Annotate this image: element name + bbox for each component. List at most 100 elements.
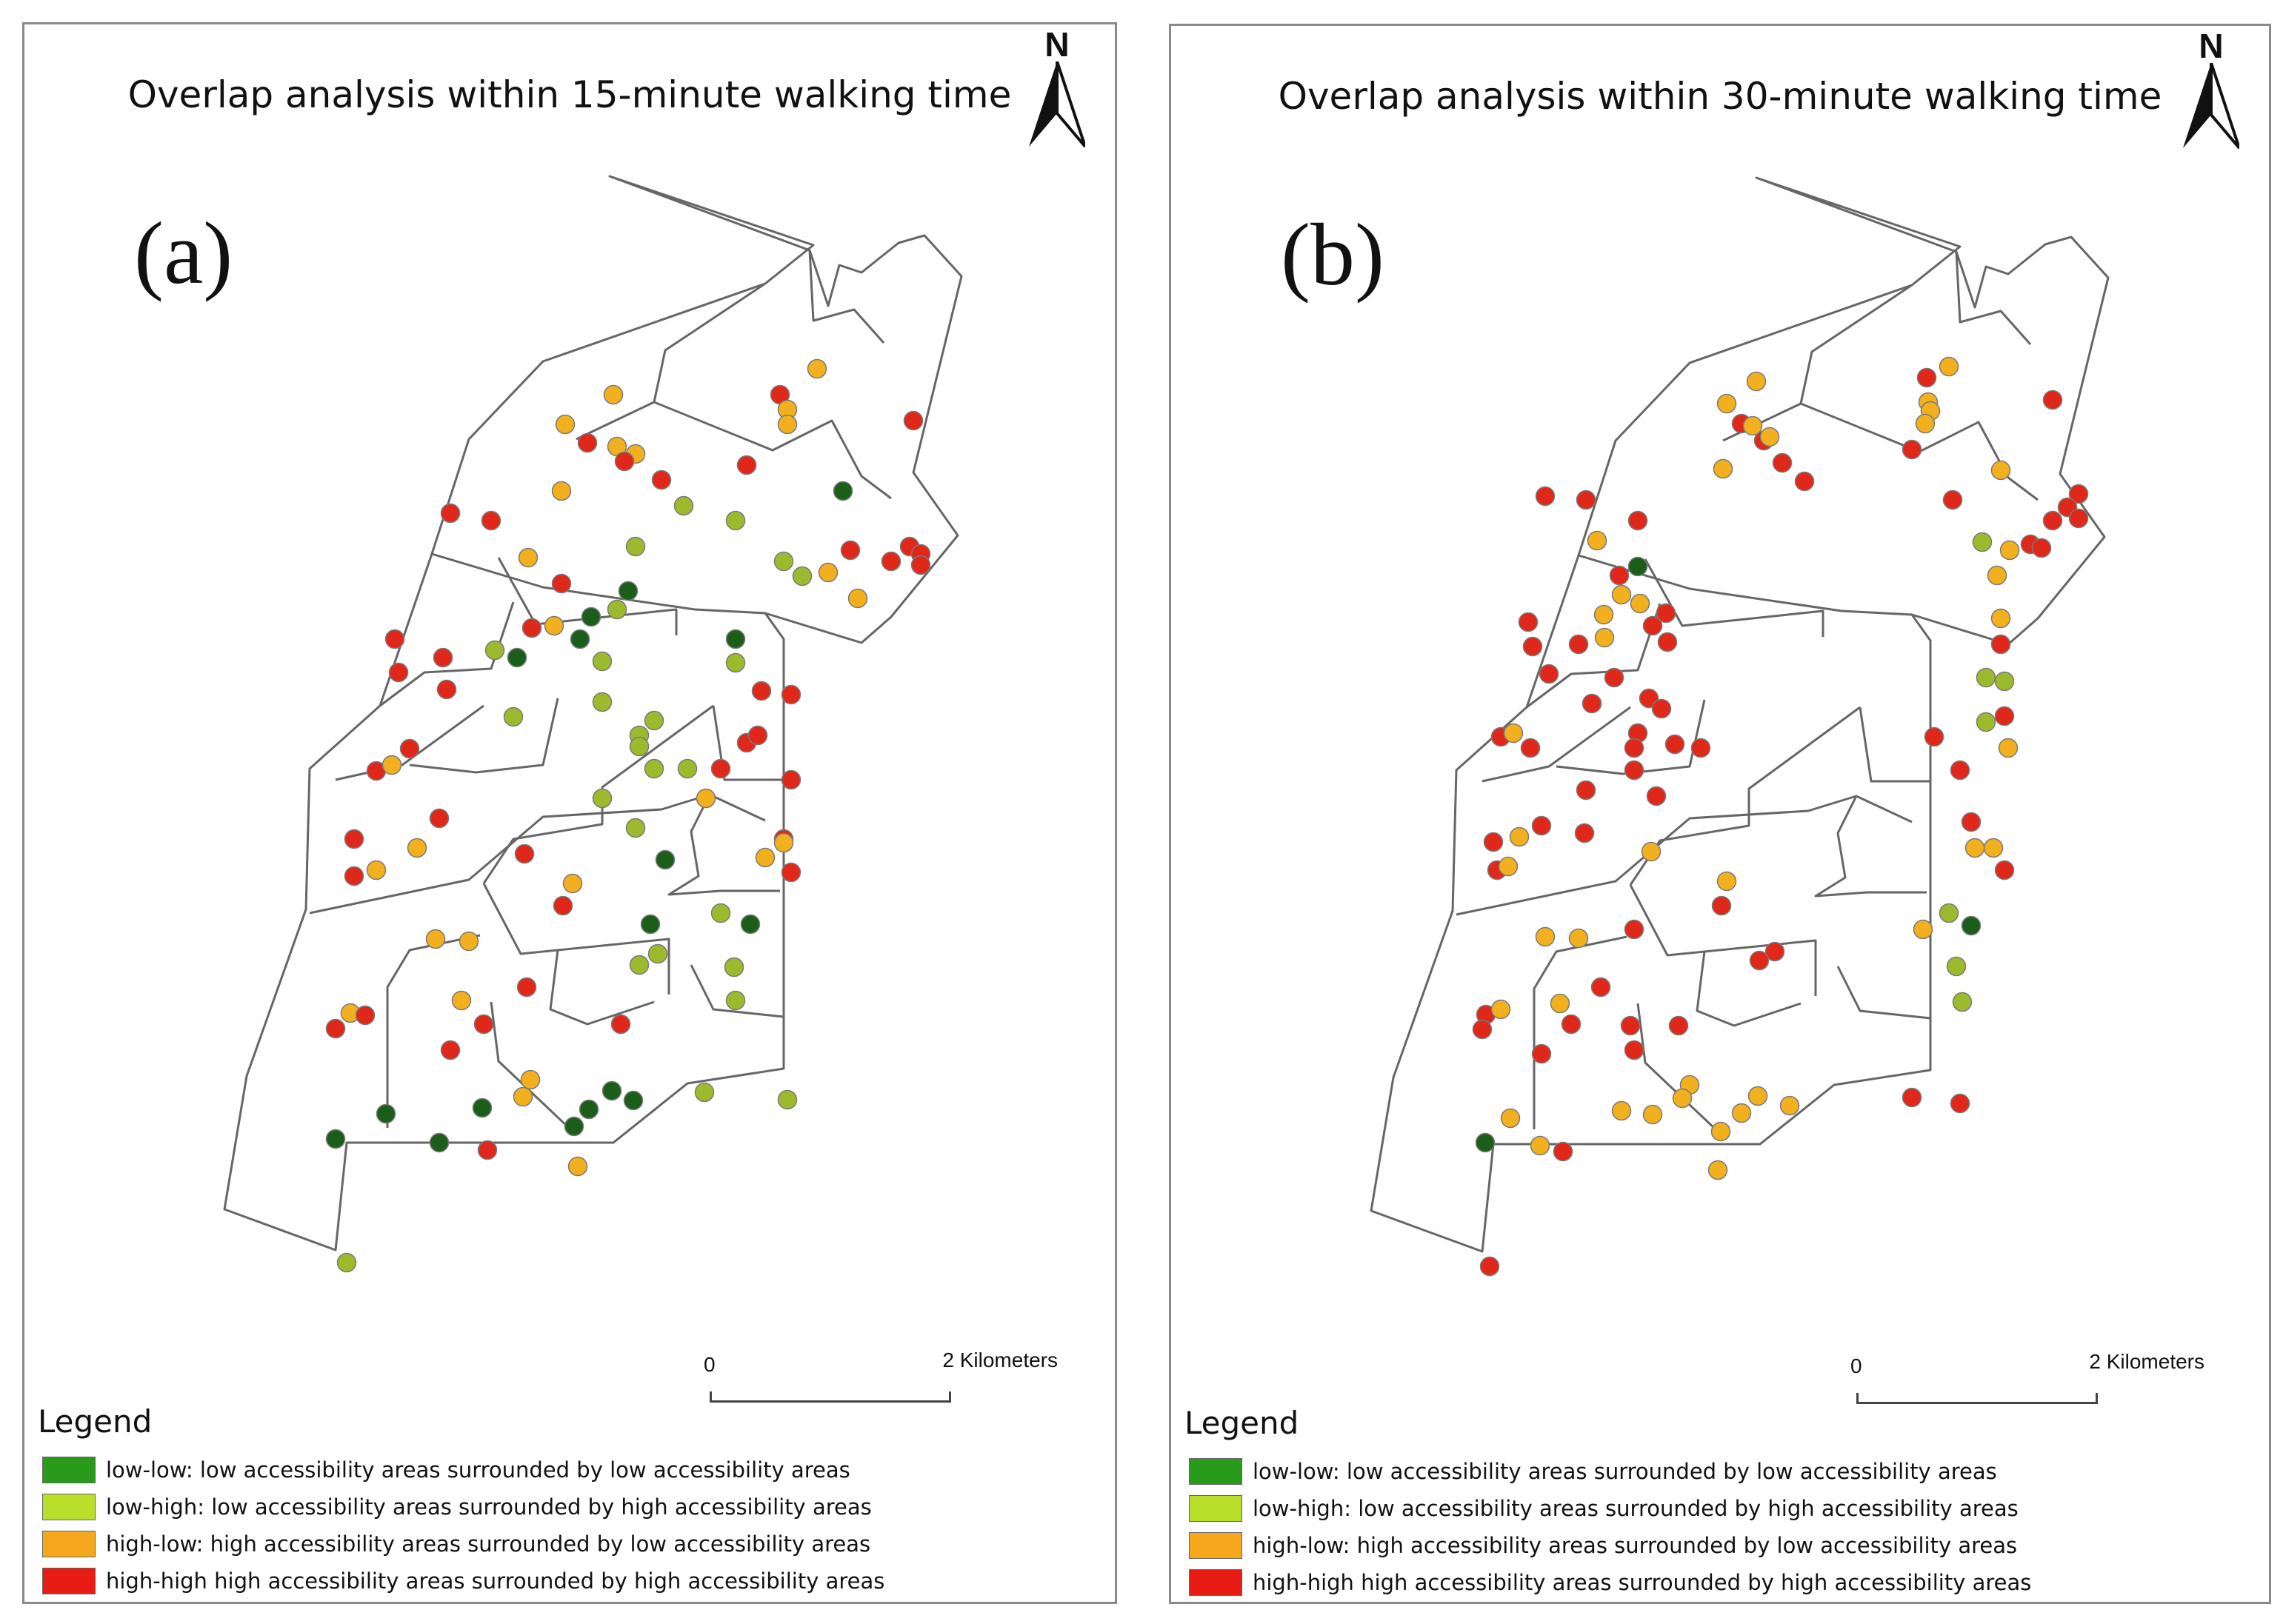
point-high-high (881, 551, 901, 572)
point-low-low (325, 1129, 346, 1149)
point-high-high (1950, 760, 1970, 781)
study-area-outline (223, 175, 963, 1252)
legend: Legend low-low: low accessibility areas … (38, 1403, 927, 1600)
point-high-high (1942, 489, 1963, 510)
legend-swatch (1189, 1495, 1242, 1522)
point-high-high (751, 681, 772, 701)
point-low-high (607, 599, 627, 620)
point-high-low (1611, 584, 1632, 605)
point-high-low (1990, 460, 2011, 481)
point-high-high (399, 738, 420, 759)
scale-zero-label: 0 (1850, 1354, 1862, 1377)
scale-distance-label: 2 Kilometers (2089, 1350, 2204, 1373)
legend-title: Legend (1184, 1405, 1299, 1441)
point-high-low (1641, 841, 1662, 862)
point-high-high (1764, 941, 1785, 962)
point-high-high (1902, 439, 1922, 460)
point-high-high (1553, 1141, 1573, 1162)
point-low-high (1952, 992, 1973, 1012)
district-boundary (1482, 706, 1631, 783)
point-high-high (1749, 950, 1770, 971)
point-high-low (1964, 838, 1985, 858)
point-high-high (1657, 632, 1678, 652)
point-high-low (513, 1086, 533, 1107)
point-low-high (773, 551, 794, 572)
district-boundary (576, 282, 766, 441)
point-high-low (1746, 371, 1767, 392)
point-low-high (725, 510, 746, 531)
point-high-low (562, 873, 583, 894)
district-boundary (667, 794, 780, 896)
point-high-high (1609, 565, 1630, 586)
point-low-high (592, 651, 613, 672)
district-boundary (1722, 284, 1913, 442)
point-high-low (1759, 427, 1780, 447)
point-high-high (910, 555, 931, 575)
point-low-low (1475, 1132, 1496, 1153)
point-high-high (781, 769, 801, 790)
point-low-high (644, 758, 664, 779)
point-high-high (1651, 698, 1672, 719)
point-high-high (2042, 390, 2063, 410)
point-high-low (520, 1069, 541, 1090)
north-arrow-icon (1029, 61, 1085, 148)
point-high-high (388, 662, 409, 683)
point-low-low (570, 629, 590, 649)
point-high-low (1672, 1088, 1693, 1109)
district-boundaries (223, 175, 963, 1252)
point-high-high (747, 725, 768, 746)
district-boundary (1556, 699, 1706, 775)
legend-item-high-low: high-low: high accessibility areas surro… (38, 1526, 927, 1563)
point-high-high (1479, 1256, 1500, 1277)
point-high-high (1990, 634, 2011, 655)
legend: Legend low-low: low accessibility areas … (1184, 1405, 2073, 1601)
point-high-high (1950, 1093, 1970, 1114)
point-high-low (1779, 1095, 1800, 1116)
district-boundary (431, 552, 766, 615)
point-low-high (1994, 671, 2015, 692)
accessibility-points (1472, 356, 2089, 1277)
district-boundary (1696, 951, 1802, 1027)
point-high-high (2031, 538, 2052, 558)
point-high-high (614, 451, 635, 472)
north-label: N (1044, 25, 1070, 64)
point-low-low (618, 581, 639, 601)
panel-letter: (a) (134, 204, 233, 302)
point-high-low (451, 990, 472, 1011)
point-low-low (579, 1099, 599, 1120)
point-high-low (1913, 919, 1933, 940)
point-high-low (1587, 530, 1607, 551)
panel-title: Overlap analysis within 15-minute walkin… (127, 73, 1012, 116)
legend-item-low-high: low-high: low accessibility areas surrou… (38, 1488, 927, 1526)
point-high-low (1716, 393, 1737, 414)
point-low-low (601, 1080, 622, 1101)
point-high-low (1642, 1104, 1663, 1125)
point-low-high (1976, 667, 1996, 688)
point-high-high (651, 470, 672, 490)
point-high-high (477, 1140, 498, 1160)
scale-bar-line (1856, 1393, 2098, 1404)
district-boundary (309, 793, 766, 915)
district-boundary (1456, 795, 1913, 916)
legend-label: low-high: low accessibility areas surrou… (106, 1494, 872, 1520)
point-high-high (473, 1014, 494, 1035)
point-high-high (781, 684, 801, 705)
point-high-high (516, 977, 537, 998)
point-low-low (833, 481, 853, 501)
map-panel-a: Overlap analysis within 15-minute walkin… (22, 22, 1117, 1604)
district-boundary (482, 704, 714, 884)
legend-swatch (1189, 1458, 1242, 1485)
point-high-high (1568, 634, 1589, 655)
point-high-low (1747, 1086, 1768, 1106)
north-arrow-icon (2183, 63, 2239, 150)
point-low-high (592, 788, 613, 809)
point-high-high (736, 455, 757, 475)
north-label: N (2199, 27, 2224, 65)
point-low-high (725, 990, 746, 1011)
point-low-low (655, 849, 676, 870)
point-low-low (376, 1103, 396, 1124)
point-low-low (581, 607, 601, 627)
point-high-low (1550, 993, 1570, 1014)
point-low-high (644, 710, 664, 731)
point-high-high (1574, 823, 1595, 843)
